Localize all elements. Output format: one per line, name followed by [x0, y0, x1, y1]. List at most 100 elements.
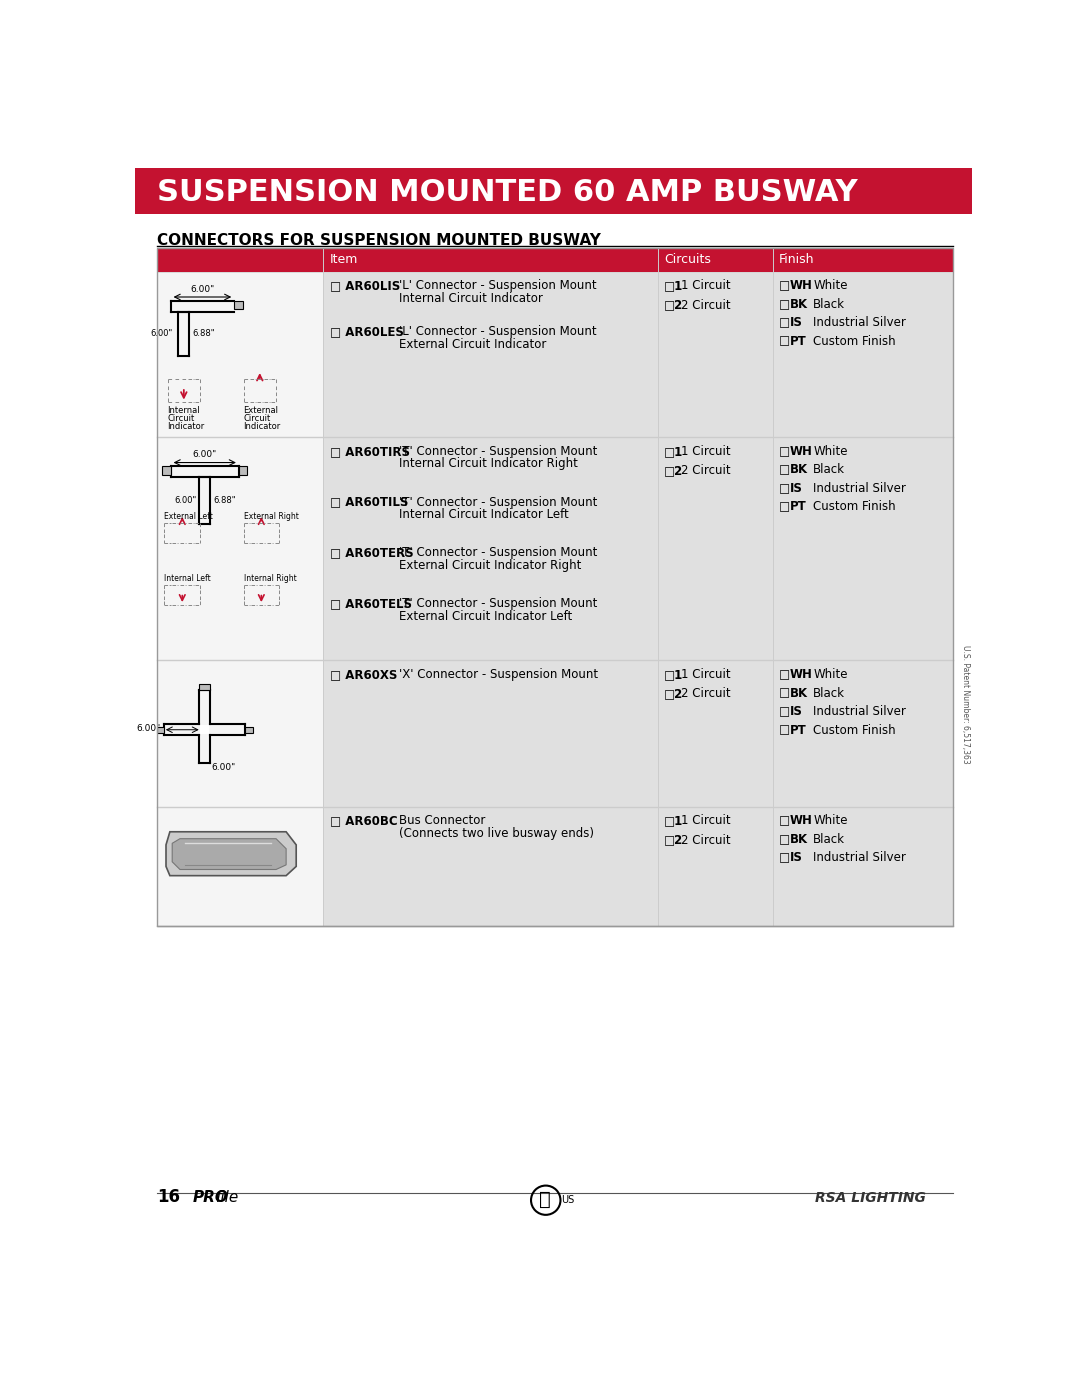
- Bar: [157, 249, 953, 926]
- Text: □ AR60TERS: □ AR60TERS: [329, 546, 414, 559]
- Text: White: White: [813, 814, 848, 827]
- Text: □ AR60TELS: □ AR60TELS: [329, 598, 411, 610]
- Text: Industrial Silver: Industrial Silver: [813, 316, 906, 330]
- Text: Internal Left: Internal Left: [164, 574, 212, 583]
- Text: 6.00": 6.00": [212, 763, 235, 773]
- Text: 6.88": 6.88": [213, 496, 235, 506]
- Bar: [157, 249, 953, 271]
- Text: □: □: [779, 464, 791, 476]
- Bar: [157, 271, 323, 437]
- Text: Indicator: Indicator: [167, 422, 205, 430]
- Text: 1 Circuit: 1 Circuit: [681, 668, 731, 682]
- Text: Indicator: Indicator: [243, 422, 281, 430]
- Bar: [157, 726, 164, 733]
- Bar: [157, 661, 323, 806]
- Text: WH: WH: [789, 444, 813, 458]
- Text: □ AR60TILS: □ AR60TILS: [329, 496, 408, 509]
- Text: Ⓤ: Ⓤ: [539, 1190, 551, 1208]
- Text: BK: BK: [789, 686, 808, 700]
- Bar: [323, 437, 658, 661]
- Text: Bus Connector: Bus Connector: [400, 814, 486, 827]
- Text: Circuits: Circuits: [664, 253, 712, 265]
- Text: Custom Finish: Custom Finish: [813, 335, 895, 348]
- Text: IS: IS: [789, 705, 802, 718]
- Text: □: □: [779, 279, 791, 292]
- Bar: [157, 437, 323, 661]
- Text: Internal Circuit Indicator Right: Internal Circuit Indicator Right: [400, 457, 578, 471]
- Text: CONNECTORS FOR SUSPENSION MOUNTED BUSWAY: CONNECTORS FOR SUSPENSION MOUNTED BUSWAY: [157, 233, 600, 249]
- Text: PRO: PRO: [193, 1190, 229, 1204]
- Text: External Circuit Indicator Right: External Circuit Indicator Right: [400, 559, 582, 571]
- Bar: [773, 806, 953, 926]
- Text: Circuit: Circuit: [243, 414, 271, 423]
- Text: □: □: [779, 316, 791, 330]
- Text: Internal: Internal: [167, 407, 200, 415]
- Text: Black: Black: [813, 298, 846, 310]
- Text: Internal Circuit Indicator: Internal Circuit Indicator: [400, 292, 543, 305]
- Text: □1: □1: [664, 814, 684, 827]
- Text: White: White: [813, 279, 848, 292]
- Text: □: □: [779, 686, 791, 700]
- Text: 6.00": 6.00": [190, 285, 215, 293]
- Text: 'L' Connector - Suspension Mount: 'L' Connector - Suspension Mount: [400, 279, 597, 292]
- Text: 'T' Connector - Suspension Mount: 'T' Connector - Suspension Mount: [400, 598, 597, 610]
- Text: Custom Finish: Custom Finish: [813, 724, 895, 736]
- Bar: [234, 300, 243, 309]
- Text: □: □: [779, 851, 791, 865]
- Text: SUSPENSION MOUNTED 60 AMP BUSWAY: SUSPENSION MOUNTED 60 AMP BUSWAY: [157, 177, 858, 207]
- Text: External Circuit Indicator: External Circuit Indicator: [400, 338, 546, 351]
- Text: 6.00": 6.00": [150, 330, 172, 338]
- Polygon shape: [166, 831, 296, 876]
- Text: WH: WH: [789, 279, 813, 292]
- Circle shape: [531, 1186, 561, 1215]
- Bar: [658, 271, 773, 437]
- Text: 1 Circuit: 1 Circuit: [681, 279, 731, 292]
- Text: 6.00": 6.00": [136, 724, 161, 732]
- Text: White: White: [813, 668, 848, 682]
- Text: External Right: External Right: [243, 513, 298, 521]
- Text: □: □: [779, 335, 791, 348]
- Text: Black: Black: [813, 464, 846, 476]
- Bar: [200, 725, 210, 735]
- Text: Industrial Silver: Industrial Silver: [813, 705, 906, 718]
- Text: 6.88": 6.88": [192, 330, 215, 338]
- Text: WH: WH: [789, 668, 813, 682]
- Text: □: □: [779, 705, 791, 718]
- Text: IS: IS: [789, 482, 802, 495]
- Text: □ AR60BC: □ AR60BC: [329, 814, 397, 827]
- Text: 'T' Connector - Suspension Mount: 'T' Connector - Suspension Mount: [400, 444, 597, 458]
- Text: 6.00": 6.00": [192, 450, 217, 460]
- Bar: [658, 437, 773, 661]
- Text: □1: □1: [664, 444, 684, 458]
- Text: □: □: [779, 444, 791, 458]
- Text: □: □: [779, 833, 791, 847]
- Bar: [773, 437, 953, 661]
- Text: 2 Circuit: 2 Circuit: [681, 687, 731, 700]
- Text: External: External: [243, 407, 279, 415]
- Text: IS: IS: [789, 316, 802, 330]
- Bar: [323, 806, 658, 926]
- Text: 2 Circuit: 2 Circuit: [681, 299, 731, 312]
- Text: BK: BK: [789, 464, 808, 476]
- Text: 'T' Connector - Suspension Mount: 'T' Connector - Suspension Mount: [400, 546, 597, 559]
- Text: U.S. Patent Number: 6,517,363: U.S. Patent Number: 6,517,363: [961, 645, 970, 764]
- Bar: [239, 467, 247, 475]
- Text: □1: □1: [664, 668, 684, 682]
- Text: file: file: [216, 1190, 240, 1204]
- Bar: [200, 685, 211, 690]
- Text: PT: PT: [789, 724, 807, 736]
- Text: RSA LIGHTING: RSA LIGHTING: [814, 1190, 926, 1204]
- Text: 'T' Connector - Suspension Mount: 'T' Connector - Suspension Mount: [400, 496, 597, 509]
- Text: 16: 16: [157, 1189, 179, 1207]
- Bar: [245, 726, 253, 733]
- Text: □: □: [779, 500, 791, 513]
- Bar: [658, 661, 773, 806]
- Text: (Connects two live busway ends): (Connects two live busway ends): [400, 827, 594, 840]
- Text: Circuit: Circuit: [167, 414, 194, 423]
- Text: □2: □2: [664, 834, 684, 847]
- Text: □: □: [779, 298, 791, 310]
- Text: Finish: Finish: [779, 253, 814, 265]
- Bar: [323, 661, 658, 806]
- Text: Industrial Silver: Industrial Silver: [813, 482, 906, 495]
- Text: Internal Circuit Indicator Left: Internal Circuit Indicator Left: [400, 509, 569, 521]
